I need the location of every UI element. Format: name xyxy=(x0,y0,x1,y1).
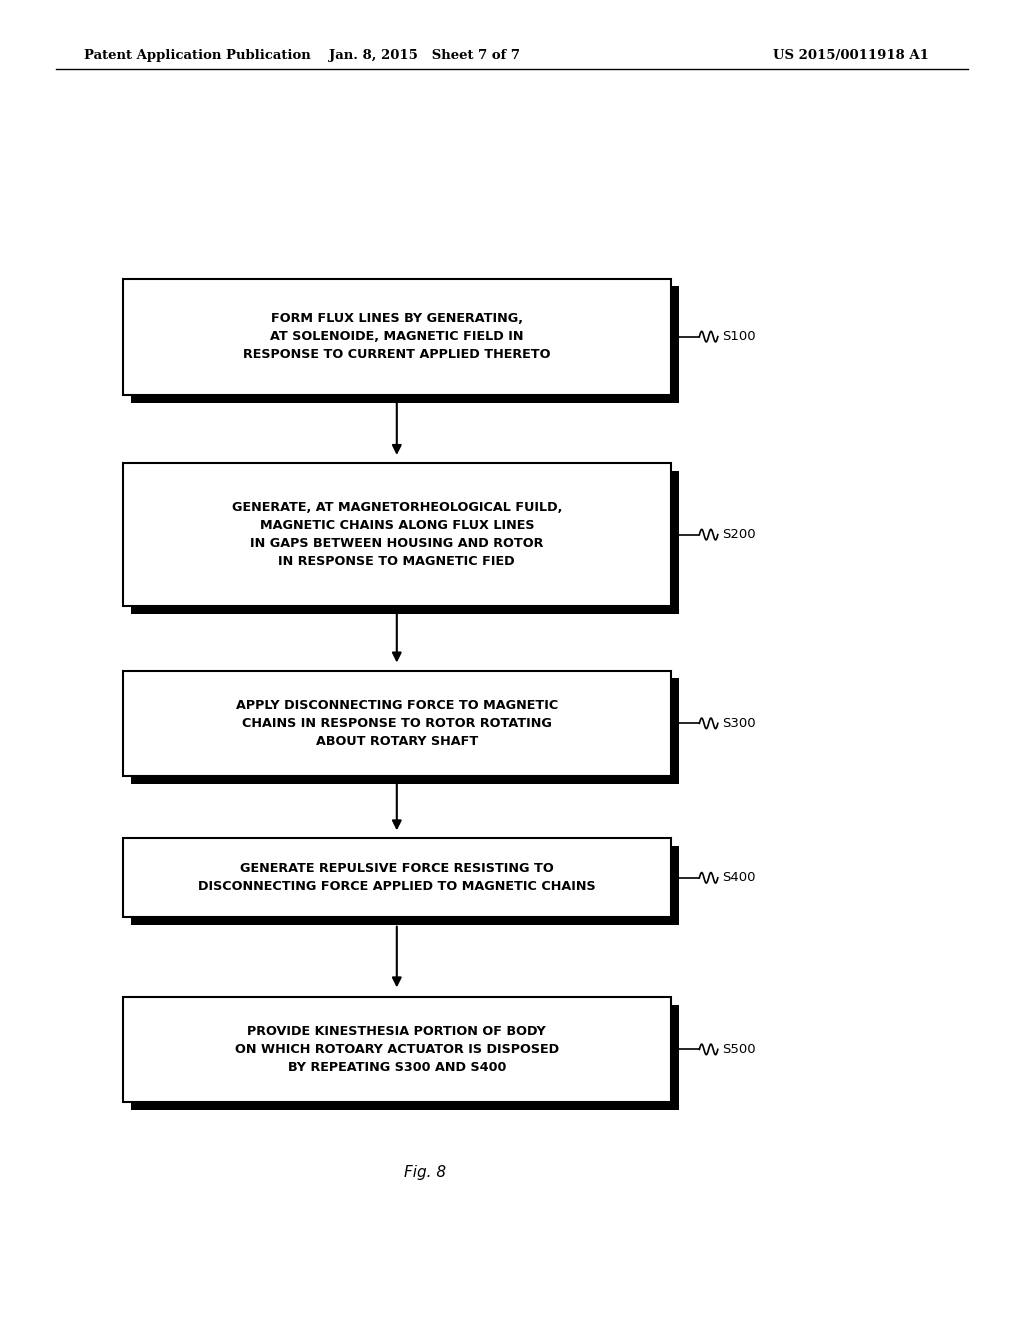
Bar xyxy=(123,279,671,395)
Bar xyxy=(123,671,671,776)
Text: APPLY DISCONNECTING FORCE TO MAGNETIC
CHAINS IN RESPONSE TO ROTOR ROTATING
ABOUT: APPLY DISCONNECTING FORCE TO MAGNETIC CH… xyxy=(236,698,558,748)
Text: Patent Application Publication: Patent Application Publication xyxy=(84,49,310,62)
Text: S300: S300 xyxy=(722,717,756,730)
Text: S200: S200 xyxy=(722,528,756,541)
Bar xyxy=(131,286,679,403)
Bar xyxy=(123,463,671,606)
Text: S500: S500 xyxy=(722,1043,756,1056)
Bar xyxy=(123,997,671,1102)
Text: US 2015/0011918 A1: US 2015/0011918 A1 xyxy=(773,49,929,62)
Text: S100: S100 xyxy=(722,330,756,343)
Text: FORM FLUX LINES BY GENERATING,
AT SOLENOIDE, MAGNETIC FIELD IN
RESPONSE TO CURRE: FORM FLUX LINES BY GENERATING, AT SOLENO… xyxy=(243,312,551,362)
Text: S400: S400 xyxy=(722,871,756,884)
Bar xyxy=(131,471,679,614)
Text: GENERATE, AT MAGNETORHEOLOGICAL FUILD,
MAGNETIC CHAINS ALONG FLUX LINES
IN GAPS : GENERATE, AT MAGNETORHEOLOGICAL FUILD, M… xyxy=(231,502,562,568)
Bar xyxy=(131,678,679,784)
Text: GENERATE REPULSIVE FORCE RESISTING TO
DISCONNECTING FORCE APPLIED TO MAGNETIC CH: GENERATE REPULSIVE FORCE RESISTING TO DI… xyxy=(198,862,596,894)
Bar xyxy=(123,838,671,917)
Text: Fig. 8: Fig. 8 xyxy=(403,1164,446,1180)
Bar xyxy=(131,846,679,925)
Text: PROVIDE KINESTHESIA PORTION OF BODY
ON WHICH ROTOARY ACTUATOR IS DISPOSED
BY REP: PROVIDE KINESTHESIA PORTION OF BODY ON W… xyxy=(234,1024,559,1074)
Bar xyxy=(131,1005,679,1110)
Text: Jan. 8, 2015   Sheet 7 of 7: Jan. 8, 2015 Sheet 7 of 7 xyxy=(330,49,520,62)
